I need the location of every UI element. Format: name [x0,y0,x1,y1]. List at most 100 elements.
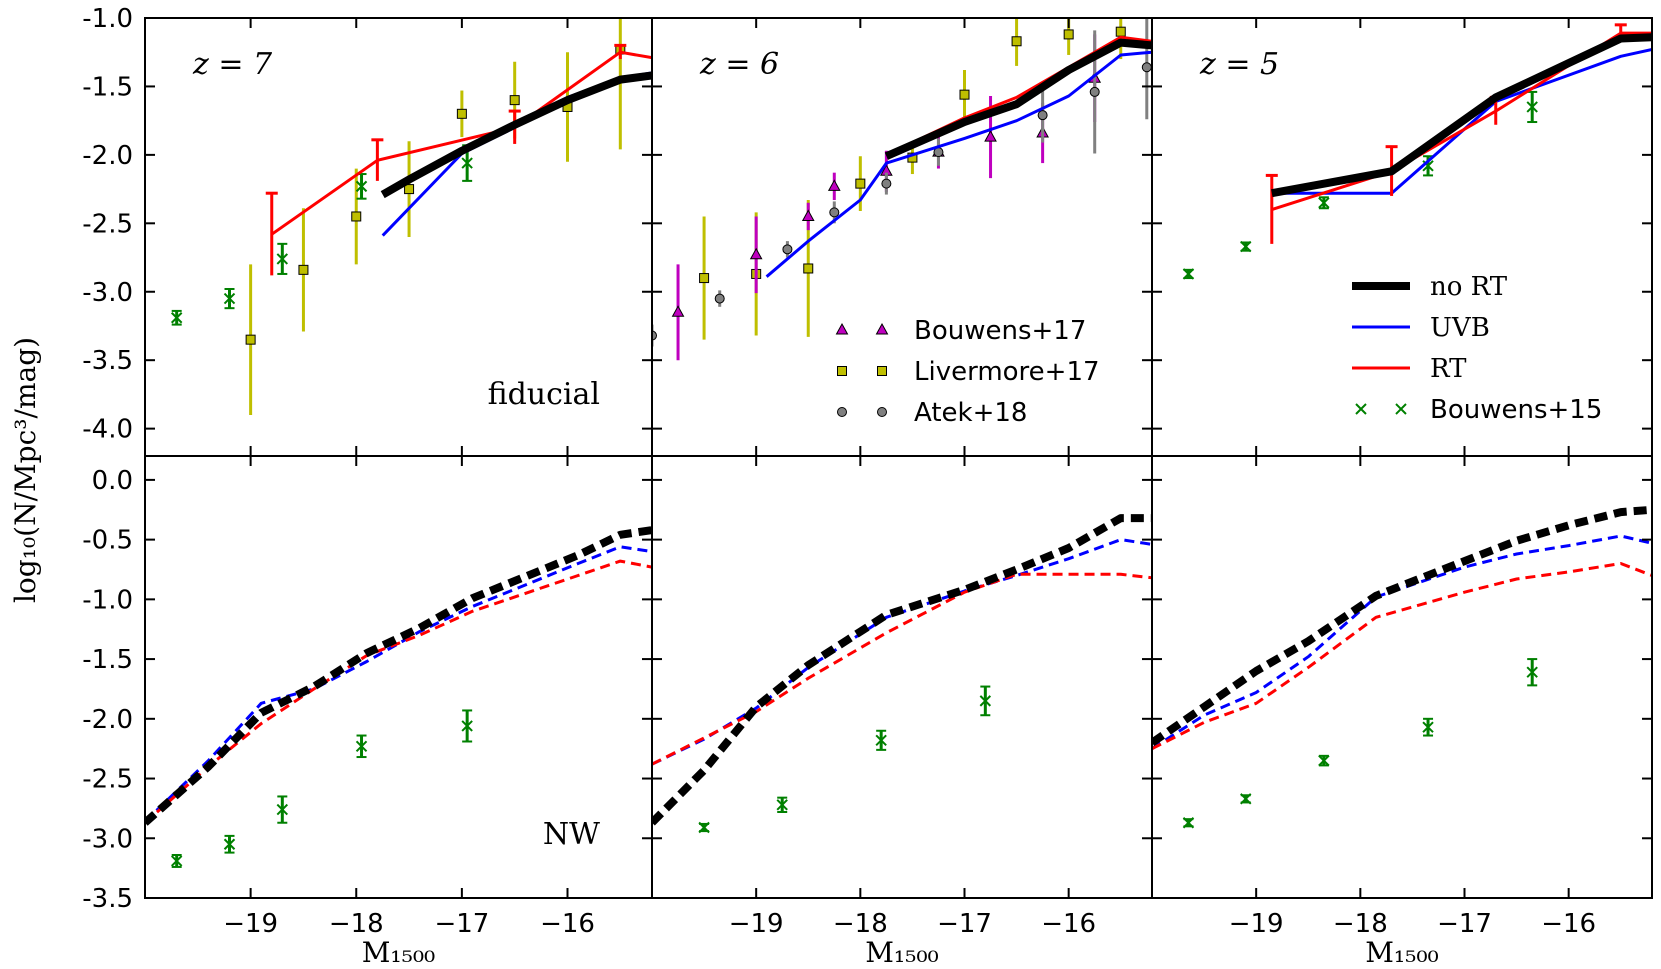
bouwens15-marker [355,180,368,193]
atek18-point [1037,87,1048,143]
panel-top-2: z = 5 no RT UVB RT Bouwens+15 [1151,17,1653,457]
y-tick-label: -3.0 [82,278,133,308]
bouwens15-point [276,795,289,824]
bouwens15-point [776,796,788,813]
y-tick-label: -3.0 [82,824,133,854]
x-tick-label: −16 [1541,909,1596,939]
x-tick-label: −19 [223,909,278,939]
y-tick-label: -1.5 [82,72,133,102]
bouwens15-marker [1182,268,1195,280]
livermore17-point [959,70,970,120]
panel-bottom-0: -3.5 -3.0 -2.5 -2.0 -1.5 -1.0 -0.5 0.0 −19 −18 −17… [82,455,653,969]
bouwens17-point [827,172,841,201]
series-noRT-line [652,514,1152,826]
atek18-marker [829,207,840,218]
bouwens15-point [276,242,289,275]
plot-area [652,18,1152,361]
livermore17-marker [959,89,970,100]
livermore17-marker [1063,29,1074,40]
legend-marker [875,322,889,335]
panel-bottom-1: −19 −18 −17 −16 M₁₅₀₀ [651,455,1153,969]
panel-frame [1151,17,1653,457]
panels-group: -4.0 -3.5 -3.0 -2.5 -2.0 -1.5 -1.0 z = 7 fiducia… [82,4,1653,969]
panel-top-1: z = 6 Bouwens+17 Livermore+17 Atek+18 [651,17,1153,457]
y-tick-label: -2.0 [82,141,133,171]
legend-label: Bouwens+17 [914,316,1086,346]
bouwens15-point [1240,793,1252,805]
y-tick-label: -1.5 [82,645,133,675]
y-tick-label: 0.0 [92,466,133,496]
bouwens17-marker [749,247,763,260]
x-tick-label: −18 [329,909,384,939]
atek18-marker [1141,62,1152,73]
bouwens15-marker [170,855,183,867]
redshift-label: z = 7 [192,47,273,82]
atek18-marker [782,244,793,255]
panel-corner-label: NW [543,817,600,852]
livermore17-point [699,216,710,340]
bouwens15-marker [223,838,236,850]
bouwens15-point [170,309,183,326]
y-tick-label: -3.5 [82,346,133,376]
bouwens15-marker [276,803,289,816]
atek18-point [933,138,944,166]
series-RT-line [145,559,652,824]
bouwens15-point [1240,240,1252,253]
series-RT-line [1152,562,1652,751]
atek18-marker [1037,110,1048,121]
bouwens17-marker [984,130,997,142]
atek18-point [652,324,657,347]
atek18-marker [1089,86,1100,97]
legend-models: no RT UVB RT Bouwens+15 [1352,272,1602,425]
x-tick-label: −18 [1333,909,1388,939]
livermore17-marker [1115,26,1126,37]
y-tick-label: -1.0 [82,4,133,34]
x-axis-label: M₁₅₀₀ [865,936,939,969]
series-UVB-line [145,545,652,823]
legend-label: no RT [1430,272,1508,302]
panel-top-0: -4.0 -3.5 -3.0 -2.5 -2.0 -1.5 -1.0 z = 7 fiducia… [82,4,653,457]
bouwens15-marker [979,695,992,707]
x-axis-label: M₁₅₀₀ [362,936,436,969]
y-tick-label: -4.0 [82,415,133,445]
bouwens15-marker [776,799,788,811]
livermore17-marker [404,184,415,195]
bouwens17-marker [801,209,815,221]
legend-marker [877,366,887,376]
bouwens15-marker [1318,754,1330,767]
bouwens15-point [1526,90,1538,124]
bouwens15-marker [276,253,289,265]
y-tick-label: -2.5 [82,765,133,795]
y-tick-label: -2.5 [82,209,133,239]
livermore17-point [615,18,626,150]
series-RT-line [270,50,652,236]
livermore17-marker [699,273,710,284]
bouwens15-point [223,288,236,310]
legend-label: Livermore+17 [914,357,1100,387]
y-axis-label: log₁₀(N/Mpc³/mag) [9,337,42,603]
series-noRT-line [1271,33,1652,198]
x-tick-label: −18 [833,909,888,939]
legend-label: UVB [1430,313,1490,343]
plot-area [1152,505,1652,829]
legend-marker [1395,403,1407,415]
bouwens15-marker [1318,197,1330,209]
livermore17-point [351,168,362,265]
legend-marker [837,407,847,417]
legend-marker [877,407,887,417]
panel-frame [1151,455,1653,899]
livermore17-point [562,52,573,162]
atek18-marker [714,293,725,304]
legend-observations: Bouwens+17 Livermore+17 Atek+18 [835,316,1100,428]
bouwens15-marker [1526,101,1538,113]
bouwens17-marker [827,179,841,191]
x-tick-label: −16 [540,909,595,939]
legend-label: Atek+18 [914,398,1027,428]
livermore17-marker [1011,36,1022,47]
redshift-label: z = 5 [1199,47,1279,82]
x-tick-label: −17 [1437,909,1492,939]
bouwens15-marker [355,740,368,752]
livermore17-point [404,141,415,237]
bouwens17-marker [671,305,685,317]
